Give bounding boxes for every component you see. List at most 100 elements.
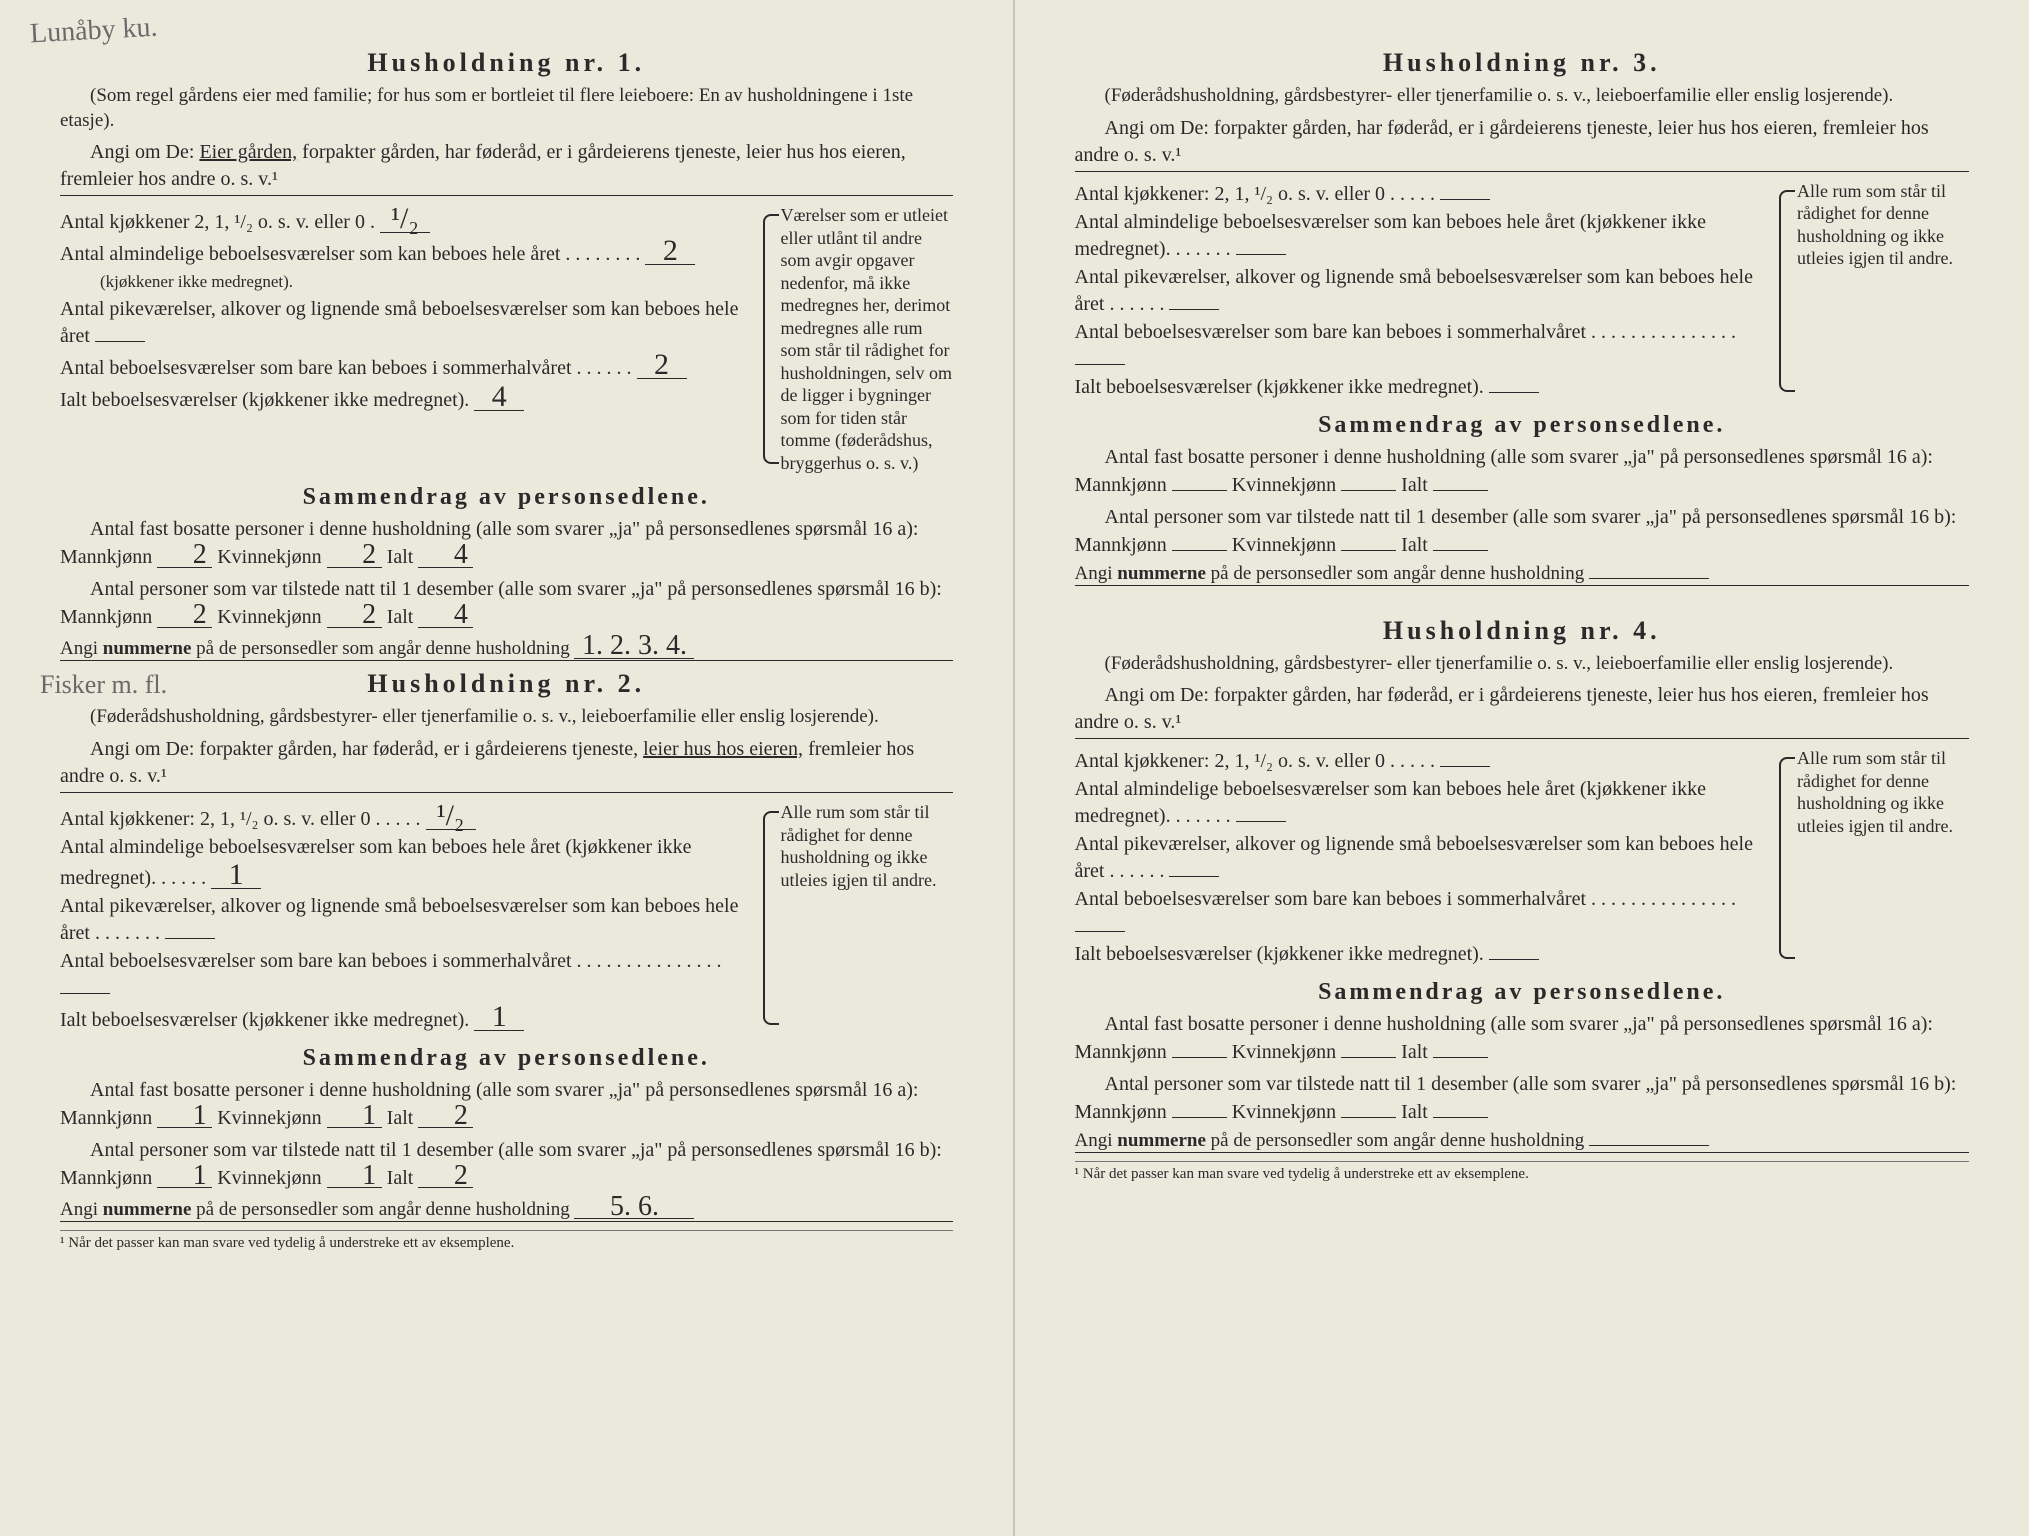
h2-s16b-klbl: Kvinnekjønn	[217, 1167, 321, 1189]
h1-s16a-k: 2	[327, 544, 382, 567]
h1-sumtitle: Sammendrag av personsedlene.	[60, 484, 953, 511]
h2-r2: Antal almindelige beboelsesværelser som …	[60, 834, 739, 892]
h4-r5-val	[1489, 959, 1539, 960]
h4-s16a-i	[1433, 1057, 1488, 1058]
h1-anginum-lbl: Angi nummerne på de personsedler som ang…	[60, 638, 570, 659]
h2-r1: Antal kjøkkener: 2, 1, ¹/₂ o. s. v. elle…	[60, 802, 739, 833]
h3-title: Husholdning nr. 3.	[1075, 48, 1970, 78]
h4-r2-lbl: Antal almindelige beboelsesværelser som …	[1075, 778, 1706, 827]
h1-s16a-m: 2	[157, 544, 212, 567]
h1-title: Husholdning nr. 1.	[60, 48, 953, 78]
h2-angi-pre: Angi om De: forpakter gården, har føderå…	[90, 738, 643, 760]
h1-s16a: Antal fast bosatte personer i denne hush…	[60, 515, 953, 571]
h2-r2-val: 1	[211, 861, 261, 889]
h4-sidenote: Alle rum som står til rådighet for denne…	[1779, 747, 1969, 969]
h2-s16b-m: 1	[157, 1165, 212, 1188]
h2-s16b: Antal personer som var tilstede natt til…	[60, 1136, 953, 1192]
h2-sumtitle: Sammendrag av personsedlene.	[60, 1045, 953, 1072]
h2-s16b-i: 2	[418, 1165, 473, 1188]
h3-s16a-pre: Antal fast bosatte personer i denne hush…	[1075, 446, 1934, 496]
h4-r5: Ialt beboelsesværelser (kjøkkener ikke m…	[1075, 941, 1756, 968]
h1-s16b-i: 4	[418, 604, 473, 627]
h3-s16a-k	[1341, 490, 1396, 491]
h3-anginum-v	[1589, 578, 1709, 579]
h3-r3-lbl: Antal pikeværelser, alkover og lignende …	[1075, 266, 1753, 315]
h2-r3-lbl: Antal pikeværelser, alkover og lignende …	[60, 895, 738, 944]
h2-r4: Antal beboelsesværelser som bare kan beb…	[60, 948, 739, 1002]
h4-r2: Antal almindelige beboelsesværelser som …	[1075, 776, 1756, 830]
h2-s16a: Antal fast bosatte personer i denne hush…	[60, 1076, 953, 1132]
h4-s16b-pre: Antal personer som var tilstede natt til…	[1075, 1073, 1957, 1123]
h3-anginum-lbl: Angi nummerne på de personsedler som ang…	[1075, 563, 1585, 584]
h2-title: Husholdning nr. 2.	[60, 669, 953, 699]
h3-r4-lbl: Antal beboelsesværelser som bare kan beb…	[1075, 321, 1737, 343]
h2-r1-lbl: Antal kjøkkener: 2, 1, ¹/₂ o. s. v. elle…	[60, 808, 421, 830]
h4-subtitle: (Føderådshusholdning, gårdsbestyrer- ell…	[1075, 652, 1970, 677]
h1-subtitle: (Som regel gårdens eier med familie; for…	[60, 84, 953, 133]
h3-s16b-m	[1172, 550, 1227, 551]
h3-s16a: Antal fast bosatte personer i denne hush…	[1075, 443, 1970, 499]
h3-subtitle: (Føderådshusholdning, gårdsbestyrer- ell…	[1075, 84, 1970, 109]
h3-r1-val	[1440, 199, 1490, 200]
h1-s16b: Antal personer som var tilstede natt til…	[60, 575, 953, 631]
h1-r1-val: ¹/₂	[380, 205, 430, 233]
h3-r2: Antal almindelige beboelsesværelser som …	[1075, 209, 1756, 263]
h1-r2-lbl: Antal almindelige beboelsesværelser som …	[60, 243, 640, 265]
h2-r5-val: 1	[474, 1003, 524, 1031]
h2-s16a-k: 1	[327, 1105, 382, 1128]
h1-r3-lbl: Antal pikeværelser, alkover og lignende …	[60, 298, 738, 347]
footnote-right: ¹ Når det passer kan man svare ved tydel…	[1075, 1161, 1970, 1183]
h4-sumtitle: Sammendrag av personsedlene.	[1075, 979, 1970, 1006]
h4-s16b-ilbl: Ialt	[1401, 1101, 1428, 1123]
h4-r5-lbl: Ialt beboelsesværelser (kjøkkener ikke m…	[1075, 943, 1484, 965]
h4-r4: Antal beboelsesværelser som bare kan beb…	[1075, 886, 1756, 940]
h4-title: Husholdning nr. 4.	[1075, 616, 1970, 646]
h2-angi: Angi om De: forpakter gården, har føderå…	[60, 736, 953, 793]
h3-r4-val	[1075, 364, 1125, 365]
h1-r4: Antal beboelsesværelser som bare kan beb…	[60, 351, 739, 382]
h4-r3-val	[1169, 876, 1219, 877]
h3-r5: Ialt beboelsesværelser (kjøkkener ikke m…	[1075, 374, 1756, 401]
h1-r1: Antal kjøkkener 2, 1, ¹/₂ o. s. v. eller…	[60, 205, 739, 236]
h4-anginum: Angi nummerne på de personsedler som ang…	[1075, 1130, 1970, 1153]
handwriting-top: Lunåby ku.	[29, 12, 158, 51]
h2-r3-val	[165, 938, 215, 939]
h3-r1: Antal kjøkkener: 2, 1, ¹/₂ o. s. v. elle…	[1075, 181, 1756, 208]
h4-r4-val	[1075, 931, 1125, 932]
h2-s16a-ilbl: Ialt	[387, 1107, 414, 1129]
h1-angi-und: Eier gården,	[199, 141, 297, 163]
h3-s16b: Antal personer som var tilstede natt til…	[1075, 503, 1970, 559]
h2-r5: Ialt beboelsesværelser (kjøkkener ikke m…	[60, 1003, 739, 1034]
h1-anginum: Angi nummerne på de personsedler som ang…	[60, 635, 953, 661]
h3-angi: Angi om De: forpakter gården, har føderå…	[1075, 115, 1970, 172]
h3-s16b-klbl: Kvinnekjønn	[1232, 534, 1336, 556]
h4-s16b-k	[1341, 1117, 1396, 1118]
h2-r3: Antal pikeværelser, alkover og lignende …	[60, 893, 739, 947]
h4-s16b: Antal personer som var tilstede natt til…	[1075, 1070, 1970, 1126]
h2-s16a-klbl: Kvinnekjønn	[217, 1107, 321, 1129]
h1-r3: Antal pikeværelser, alkover og lignende …	[60, 296, 739, 350]
h4-anginum-v	[1589, 1145, 1709, 1146]
h3-s16b-i	[1433, 550, 1488, 551]
h1-r5-val: 4	[474, 383, 524, 411]
h1-s16a-i: 4	[418, 544, 473, 567]
h3-r3-val	[1169, 309, 1219, 310]
h3-sidenote: Alle rum som står til rådighet for denne…	[1779, 180, 1969, 402]
h1-r5-lbl: Ialt beboelsesværelser (kjøkkener ikke m…	[60, 389, 469, 411]
h2-sidenote: Alle rum som står til rådighet for denne…	[763, 801, 953, 1035]
h1-r2-sub: (kjøkkener ikke medregnet).	[100, 272, 293, 291]
footnote-left: ¹ Når det passer kan man svare ved tydel…	[60, 1230, 953, 1252]
h3-r3: Antal pikeværelser, alkover og lignende …	[1075, 264, 1756, 318]
h1-r3-val	[95, 341, 145, 342]
h4-s16a-klbl: Kvinnekjønn	[1232, 1041, 1336, 1063]
h1-r2: Antal almindelige beboelsesværelser som …	[60, 237, 739, 295]
h1-r4-lbl: Antal beboelsesværelser som bare kan beb…	[60, 357, 632, 379]
h2-s16a-m: 1	[157, 1105, 212, 1128]
h2-s16b-ilbl: Ialt	[387, 1167, 414, 1189]
h3-r4: Antal beboelsesværelser som bare kan beb…	[1075, 319, 1756, 373]
h1-rows: Antal kjøkkener 2, 1, ¹/₂ o. s. v. eller…	[60, 204, 953, 474]
h3-s16b-k	[1341, 550, 1396, 551]
h2-s16b-k: 1	[327, 1165, 382, 1188]
h1-s16b-k: 2	[327, 604, 382, 627]
h2-rows: Antal kjøkkener: 2, 1, ¹/₂ o. s. v. elle…	[60, 801, 953, 1035]
